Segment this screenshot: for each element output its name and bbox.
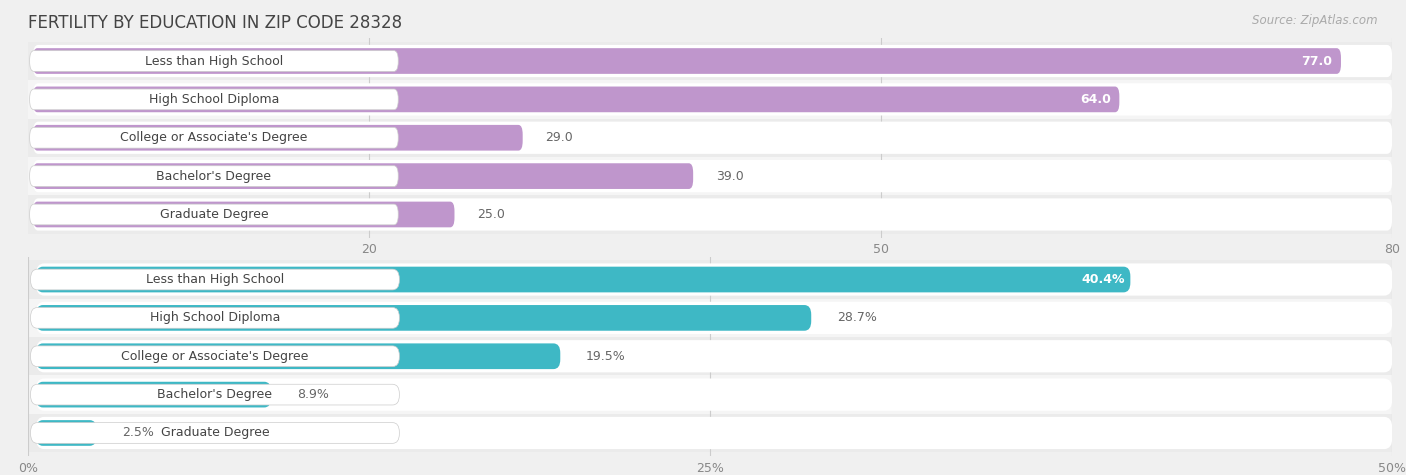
Text: Less than High School: Less than High School	[146, 273, 284, 286]
FancyBboxPatch shape	[37, 382, 271, 408]
Text: College or Associate's Degree: College or Associate's Degree	[121, 350, 309, 363]
Text: High School Diploma: High School Diploma	[150, 312, 280, 324]
Text: Graduate Degree: Graduate Degree	[160, 427, 270, 439]
FancyBboxPatch shape	[30, 51, 398, 71]
FancyBboxPatch shape	[34, 163, 693, 189]
FancyBboxPatch shape	[37, 417, 1392, 449]
FancyBboxPatch shape	[28, 299, 1392, 337]
FancyBboxPatch shape	[34, 201, 454, 228]
Text: 40.4%: 40.4%	[1081, 273, 1125, 286]
Text: Source: ZipAtlas.com: Source: ZipAtlas.com	[1253, 14, 1378, 27]
FancyBboxPatch shape	[37, 343, 560, 369]
FancyBboxPatch shape	[28, 157, 1392, 195]
FancyBboxPatch shape	[30, 127, 398, 148]
Text: 39.0: 39.0	[716, 170, 744, 182]
FancyBboxPatch shape	[32, 199, 1392, 230]
FancyBboxPatch shape	[32, 160, 1392, 192]
FancyBboxPatch shape	[37, 420, 97, 446]
FancyBboxPatch shape	[30, 89, 398, 110]
FancyBboxPatch shape	[31, 269, 399, 290]
FancyBboxPatch shape	[32, 45, 1392, 77]
FancyBboxPatch shape	[28, 414, 1392, 452]
Text: FERTILITY BY EDUCATION IN ZIP CODE 28328: FERTILITY BY EDUCATION IN ZIP CODE 28328	[28, 14, 402, 32]
FancyBboxPatch shape	[37, 302, 1392, 334]
Text: College or Associate's Degree: College or Associate's Degree	[121, 131, 308, 144]
Text: Graduate Degree: Graduate Degree	[160, 208, 269, 221]
Text: High School Diploma: High School Diploma	[149, 93, 280, 106]
Text: 77.0: 77.0	[1302, 55, 1333, 67]
FancyBboxPatch shape	[31, 423, 399, 443]
Text: Bachelor's Degree: Bachelor's Degree	[157, 388, 273, 401]
Text: 64.0: 64.0	[1080, 93, 1111, 106]
FancyBboxPatch shape	[31, 384, 399, 405]
FancyBboxPatch shape	[37, 340, 1392, 372]
FancyBboxPatch shape	[28, 42, 1392, 80]
FancyBboxPatch shape	[31, 346, 399, 367]
Text: 19.5%: 19.5%	[586, 350, 626, 363]
FancyBboxPatch shape	[32, 83, 1392, 115]
Text: 25.0: 25.0	[477, 208, 505, 221]
FancyBboxPatch shape	[31, 307, 399, 328]
FancyBboxPatch shape	[34, 48, 1341, 74]
FancyBboxPatch shape	[28, 119, 1392, 157]
Text: 29.0: 29.0	[546, 131, 574, 144]
FancyBboxPatch shape	[32, 122, 1392, 154]
FancyBboxPatch shape	[30, 166, 398, 187]
Text: Less than High School: Less than High School	[145, 55, 283, 67]
FancyBboxPatch shape	[28, 80, 1392, 119]
Text: Bachelor's Degree: Bachelor's Degree	[156, 170, 271, 182]
FancyBboxPatch shape	[37, 266, 1130, 293]
Text: 8.9%: 8.9%	[297, 388, 329, 401]
FancyBboxPatch shape	[28, 337, 1392, 375]
FancyBboxPatch shape	[37, 264, 1392, 295]
FancyBboxPatch shape	[28, 375, 1392, 414]
FancyBboxPatch shape	[37, 305, 811, 331]
FancyBboxPatch shape	[34, 125, 523, 151]
Text: 2.5%: 2.5%	[122, 427, 155, 439]
FancyBboxPatch shape	[37, 379, 1392, 411]
FancyBboxPatch shape	[28, 260, 1392, 299]
FancyBboxPatch shape	[30, 204, 398, 225]
FancyBboxPatch shape	[28, 195, 1392, 234]
Text: 28.7%: 28.7%	[837, 312, 877, 324]
FancyBboxPatch shape	[34, 86, 1119, 112]
